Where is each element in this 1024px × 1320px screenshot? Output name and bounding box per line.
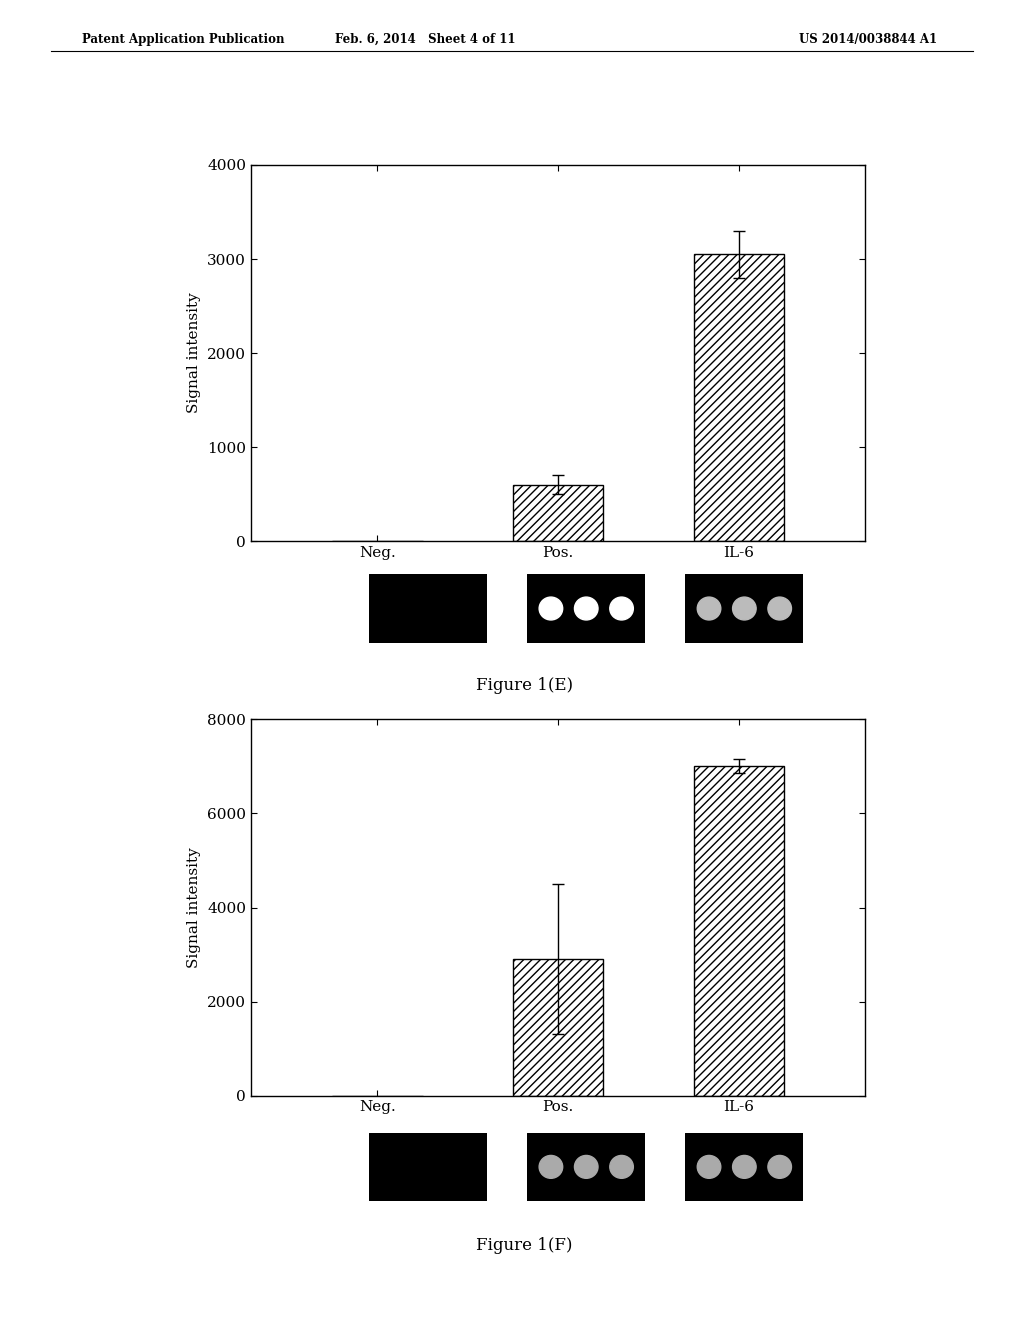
Text: Feb. 6, 2014   Sheet 4 of 11: Feb. 6, 2014 Sheet 4 of 11 [335,33,515,46]
Y-axis label: Signal intensity: Signal intensity [187,293,202,413]
Circle shape [697,597,721,620]
Circle shape [574,597,598,620]
Bar [693,255,784,541]
Circle shape [732,597,756,620]
Bar [513,960,603,1096]
Circle shape [768,1155,792,1179]
Circle shape [609,597,633,620]
Circle shape [768,597,792,620]
Bar [513,484,603,541]
Circle shape [539,1155,563,1179]
Circle shape [697,1155,721,1179]
Circle shape [609,1155,633,1179]
Circle shape [539,597,563,620]
Bar [693,767,784,1096]
Y-axis label: Signal intensity: Signal intensity [187,847,202,968]
Text: Figure 1(F): Figure 1(F) [476,1237,572,1254]
Circle shape [732,1155,756,1179]
Text: Figure 1(E): Figure 1(E) [476,677,572,694]
Text: Patent Application Publication: Patent Application Publication [82,33,285,46]
Text: US 2014/0038844 A1: US 2014/0038844 A1 [799,33,937,46]
Circle shape [574,1155,598,1179]
